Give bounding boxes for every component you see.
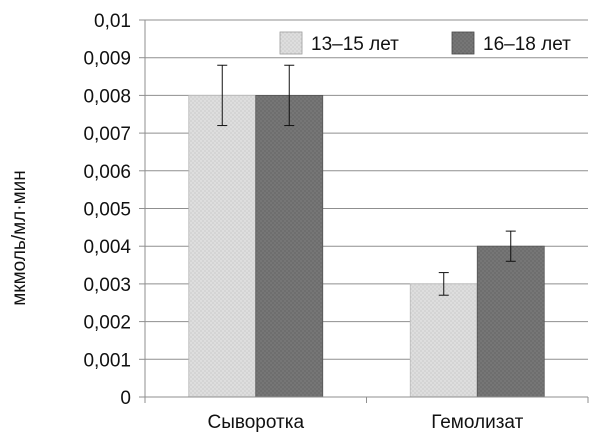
y-tick-label: 0,002 (83, 313, 131, 334)
tick-labels: 0 0,001 0,002 0,003 0,004 0,005 0,006 0,007 0,00… (83, 11, 523, 433)
legend-swatch-series1 (279, 31, 303, 55)
y-tick-label: 0,004 (83, 237, 131, 258)
x-category-label: Сыворотка (207, 412, 304, 433)
y-tick-label: 0,009 (83, 49, 131, 70)
axes (139, 19, 589, 403)
bar-series1 (188, 95, 257, 398)
y-axis-title: мкмоль/мл·мин (9, 170, 30, 306)
bars (188, 64, 545, 398)
legend-label-series2: 16–18 лет (483, 34, 571, 55)
y-tick-label: 0,003 (83, 275, 131, 296)
bar-series2 (476, 245, 545, 398)
legend-swatch-series2 (451, 31, 475, 55)
x-category-label: Гемолизат (431, 412, 523, 433)
y-tick-label: 0,007 (83, 124, 131, 145)
y-tick-label: 0 (120, 388, 131, 409)
y-tick-label: 0,005 (83, 200, 131, 221)
y-tick-label: 0,001 (83, 350, 131, 371)
legend: 13–15 лет 16–18 лет (279, 31, 571, 55)
legend-label-series1: 13–15 лет (311, 34, 399, 55)
bar-series1 (409, 283, 478, 398)
bar-series2 (255, 95, 324, 398)
y-tick-label: 0,008 (83, 86, 131, 107)
y-tick-label: 0,006 (83, 162, 131, 183)
y-tick-label: 0,01 (94, 11, 131, 32)
